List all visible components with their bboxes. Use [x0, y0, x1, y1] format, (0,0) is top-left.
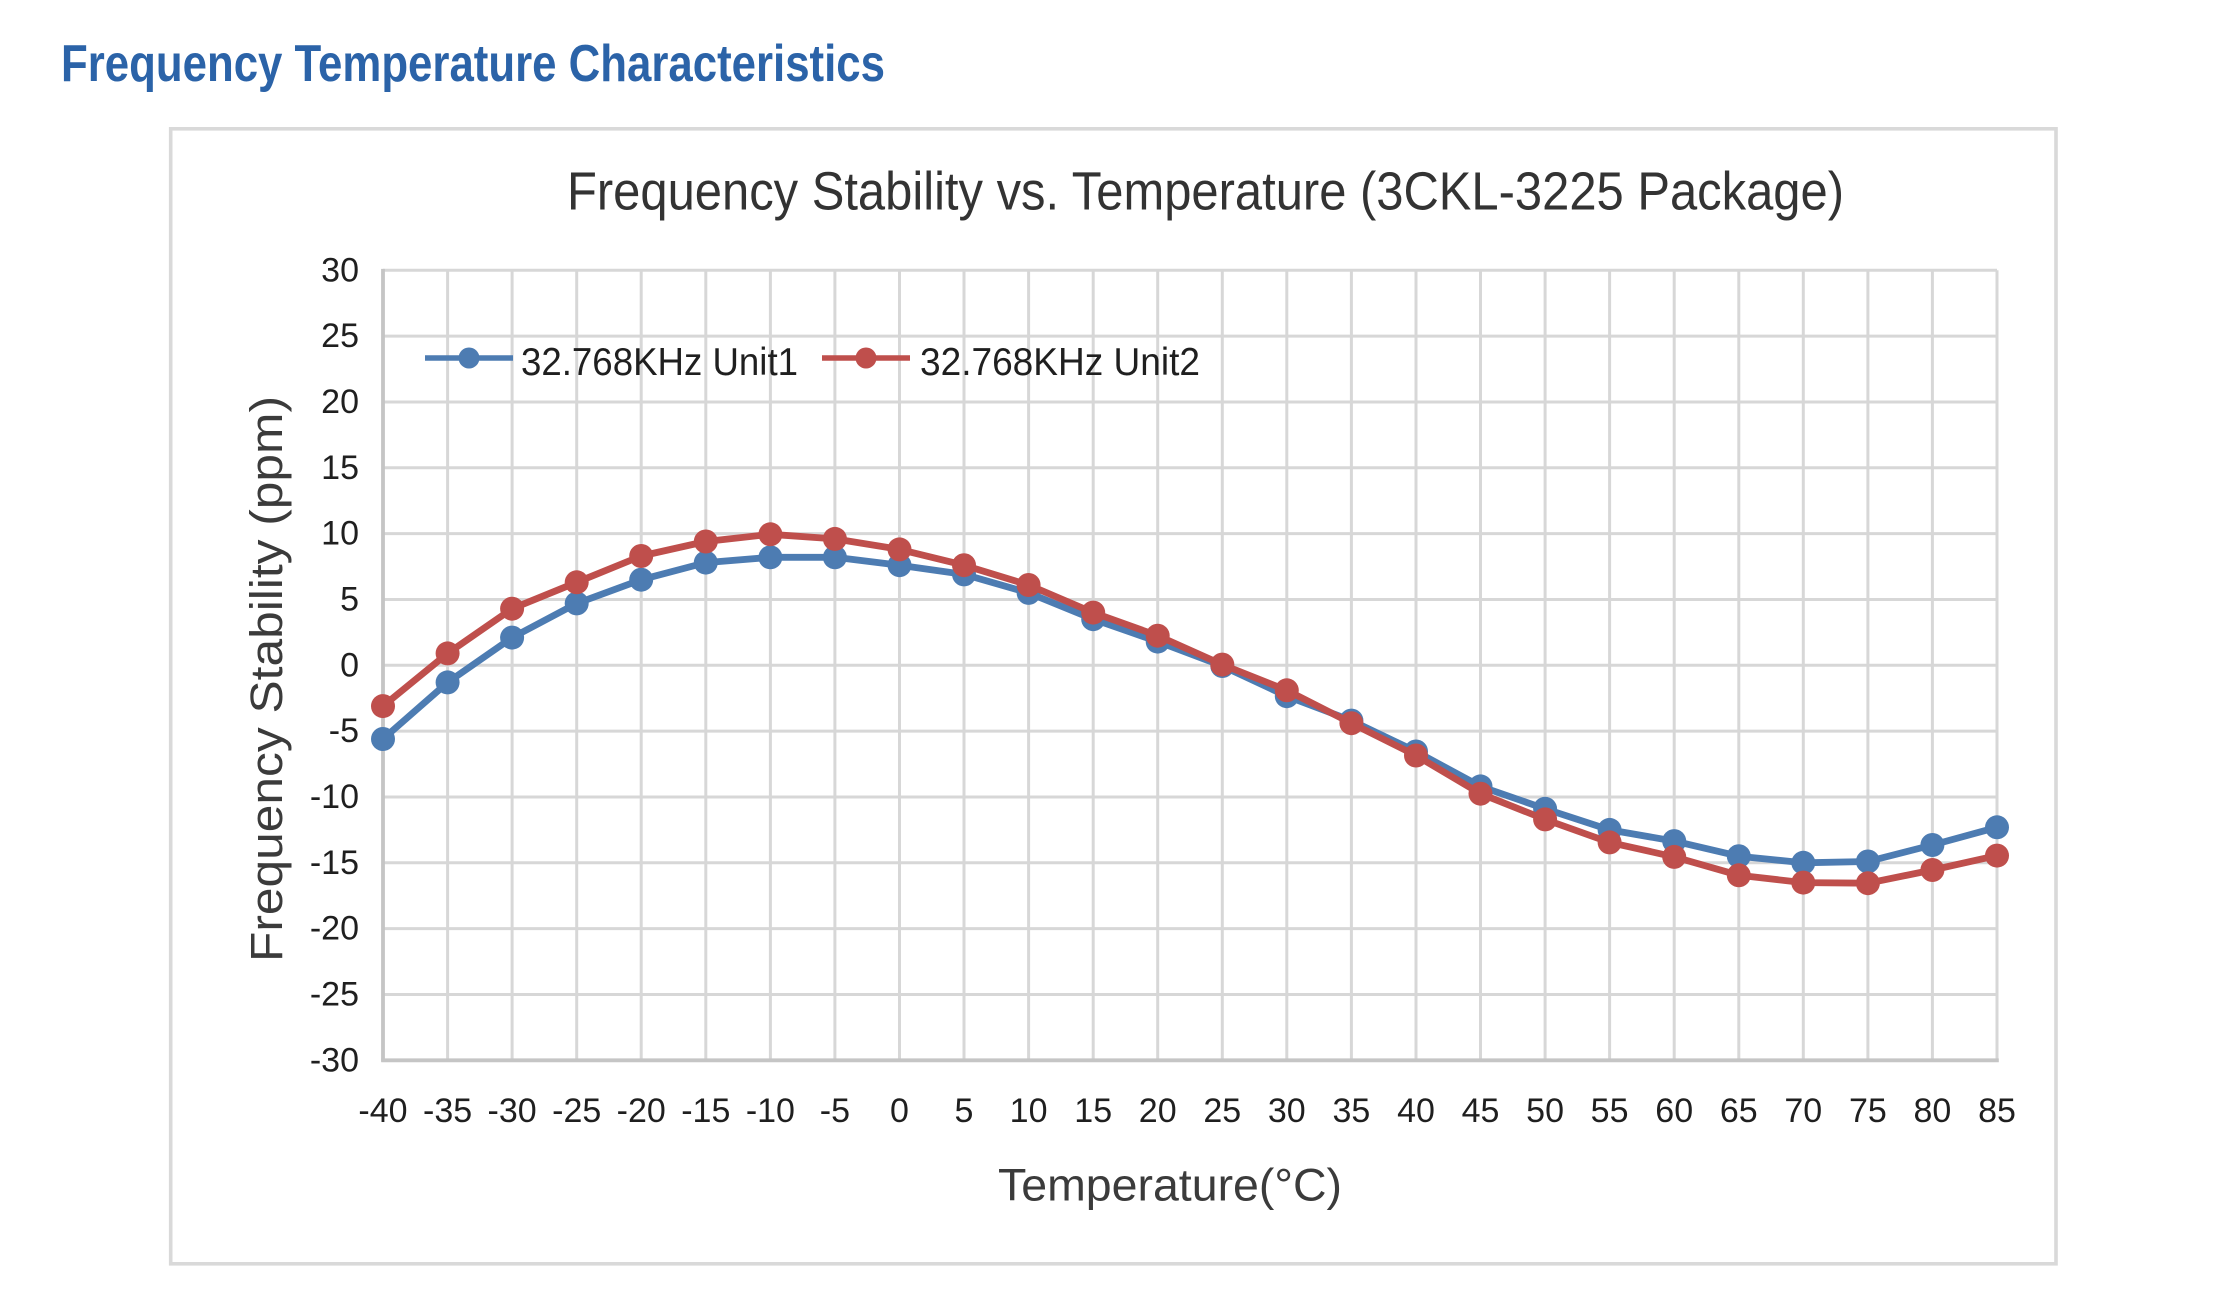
svg-text:20: 20 — [321, 383, 359, 421]
svg-text:25: 25 — [1203, 1092, 1241, 1130]
svg-text:-15: -15 — [310, 844, 359, 882]
svg-text:45: 45 — [1462, 1092, 1500, 1130]
svg-text:-25: -25 — [552, 1092, 601, 1130]
svg-text:60: 60 — [1655, 1092, 1693, 1130]
svg-text:10: 10 — [321, 515, 359, 553]
svg-text:32.768KHz Unit1: 32.768KHz Unit1 — [521, 341, 798, 384]
svg-text:-5: -5 — [329, 712, 359, 750]
svg-text:50: 50 — [1526, 1092, 1564, 1130]
svg-text:-35: -35 — [423, 1092, 472, 1130]
svg-text:Frequency Stability (ppm): Frequency Stability (ppm) — [241, 396, 292, 962]
svg-text:0: 0 — [340, 646, 359, 684]
svg-text:-10: -10 — [310, 778, 359, 816]
svg-text:55: 55 — [1591, 1092, 1629, 1130]
svg-text:-20: -20 — [310, 910, 359, 948]
svg-text:-40: -40 — [358, 1092, 407, 1130]
svg-text:Temperature(°C): Temperature(°C) — [998, 1160, 1342, 1211]
svg-text:25: 25 — [321, 317, 359, 355]
svg-text:15: 15 — [321, 449, 359, 487]
svg-text:5: 5 — [955, 1092, 974, 1130]
svg-text:-5: -5 — [820, 1092, 850, 1130]
svg-text:32.768KHz Unit2: 32.768KHz Unit2 — [920, 341, 1200, 384]
svg-text:30: 30 — [321, 251, 359, 289]
svg-text:15: 15 — [1074, 1092, 1112, 1130]
svg-text:Frequency Temperature Characte: Frequency Temperature Characteristics — [61, 35, 885, 93]
svg-text:70: 70 — [1784, 1092, 1822, 1130]
svg-text:30: 30 — [1268, 1092, 1306, 1130]
svg-text:85: 85 — [1978, 1092, 2016, 1130]
svg-text:Frequency Stability vs. Temper: Frequency Stability vs. Temperature (3CK… — [567, 162, 1844, 222]
svg-text:65: 65 — [1720, 1092, 1758, 1130]
svg-text:-25: -25 — [310, 976, 359, 1014]
svg-text:-10: -10 — [746, 1092, 795, 1130]
svg-text:80: 80 — [1913, 1092, 1951, 1130]
svg-text:-30: -30 — [310, 1041, 359, 1079]
svg-text:20: 20 — [1139, 1092, 1177, 1130]
svg-text:0: 0 — [890, 1092, 909, 1130]
svg-text:-15: -15 — [681, 1092, 730, 1130]
svg-text:5: 5 — [340, 581, 359, 619]
svg-text:75: 75 — [1849, 1092, 1887, 1130]
svg-text:40: 40 — [1397, 1092, 1435, 1130]
svg-text:-20: -20 — [617, 1092, 666, 1130]
svg-text:10: 10 — [1010, 1092, 1048, 1130]
svg-text:-30: -30 — [488, 1092, 537, 1130]
svg-text:35: 35 — [1332, 1092, 1370, 1130]
